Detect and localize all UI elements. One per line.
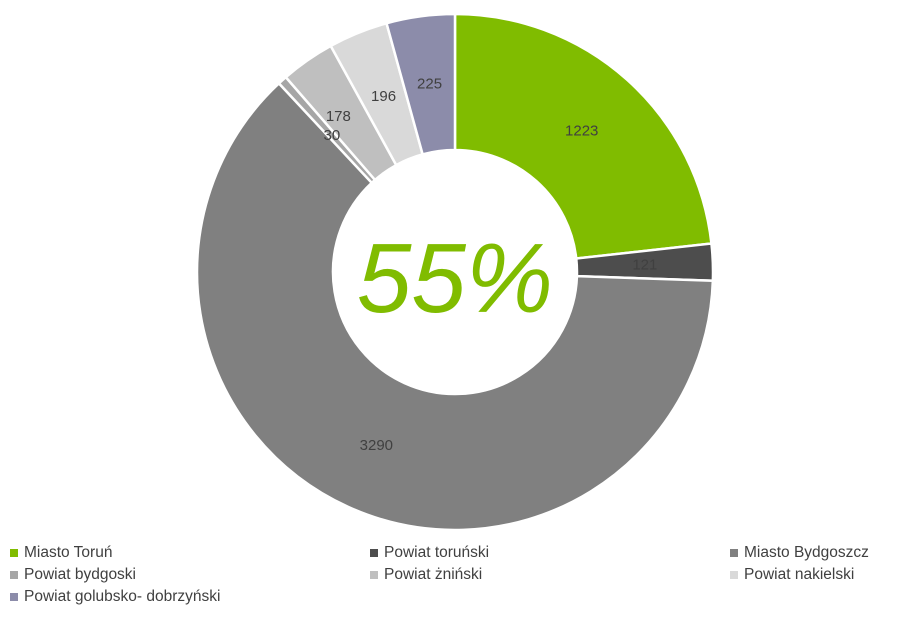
legend-item: Miasto Toruń (10, 544, 112, 562)
legend-label: Miasto Bydgoszcz (744, 544, 869, 561)
slice-value-label: 178 (326, 108, 351, 125)
donut-slices (195, 12, 715, 532)
slice-value-label: 196 (371, 88, 396, 105)
slice-miasto-bydgoszcz (195, 81, 715, 532)
chart-legend: Miasto Toruń Powiat toruński Miasto Bydgos… (0, 542, 915, 617)
legend-item: Powiat żniński (370, 566, 482, 584)
legend-swatch (370, 571, 378, 579)
donut-chart: 1223 121 3290 30 178 196 225 55% (195, 12, 715, 532)
legend-label: Powiat nakielski (744, 566, 855, 583)
legend-swatch (370, 549, 378, 557)
legend-swatch (10, 571, 18, 579)
legend-label: Powiat bydgoski (24, 566, 137, 583)
slice-value-label: 225 (417, 76, 442, 93)
legend-item: Powiat toruński (370, 544, 489, 562)
slice-value-label: 121 (632, 257, 657, 274)
legend-item: Powiat bydgoski (10, 566, 136, 584)
slice-powiat-golubsko-dobrzyński (384, 12, 457, 156)
legend-swatch (10, 593, 18, 601)
slice-labels: 1223 121 3290 30 178 196 225 (324, 76, 658, 454)
legend-label: Powiat żniński (384, 566, 483, 583)
slice-value-label: 3290 (360, 437, 393, 454)
slice-miasto-toruń (453, 12, 713, 260)
legend-label: Powiat toruński (384, 544, 490, 561)
legend-swatch (10, 549, 18, 557)
slice-value-label: 1223 (565, 122, 598, 139)
legend-swatch (730, 549, 738, 557)
legend-item: Miasto Bydgoszcz (730, 544, 869, 562)
slice-value-label: 30 (324, 127, 341, 144)
legend-item: Powiat golubsko- dobrzyński (10, 588, 220, 606)
legend-label: Powiat golubsko- dobrzyński (24, 588, 221, 605)
center-percentage-label: 55% (357, 223, 553, 333)
legend-swatch (730, 571, 738, 579)
legend-label: Miasto Toruń (24, 544, 113, 561)
legend-item: Powiat nakielski (730, 566, 854, 584)
